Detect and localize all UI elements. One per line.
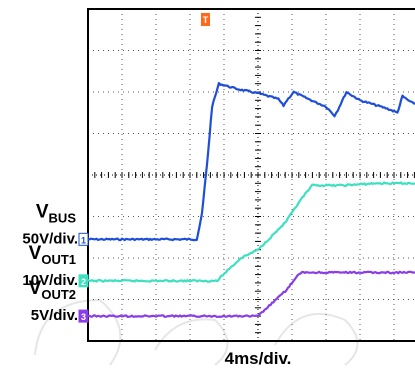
channel-scale-vout2: 5V/div. (31, 307, 78, 324)
trace-vbus (87, 81, 415, 242)
channel-name-vbus: VBUS (36, 201, 76, 225)
channel-label-vout1: VOUT1 10V/div. (22, 243, 78, 289)
trace-vout2 (87, 270, 415, 318)
plot-frame (87, 8, 415, 342)
traces-group (87, 81, 415, 318)
trigger-marker-label: T (203, 15, 209, 25)
channel-label-vout2: VOUT2 5V/div. (29, 278, 78, 324)
background-watermark (34, 298, 359, 366)
channel-name-vout2: VOUT2 (29, 278, 76, 302)
channel-name-vout1: VOUT1 (29, 243, 76, 267)
channel-marker-1: 1 (78, 232, 89, 246)
trace-vout1 (87, 181, 415, 283)
channel-scale-vbus: 50V/div. (22, 230, 78, 247)
timebase-group: 4ms/div. (225, 349, 292, 368)
channel-marker-3: 3 (78, 309, 89, 323)
channel-marker-label: 1 (81, 235, 86, 245)
channel-labels: VBUS 50V/div.VOUT1 10V/div.VOUT2 5V/div. (22, 201, 78, 324)
timebase-label: 4ms/div. (225, 349, 292, 368)
trigger-marker: T (201, 13, 210, 26)
channel-label-vbus: VBUS 50V/div. (22, 201, 78, 247)
channel-marker-label: 2 (81, 277, 86, 287)
channel-marker-label: 3 (81, 312, 86, 322)
channel-scale-vout1: 10V/div. (22, 272, 78, 289)
channel-markers: 1 2 3 (78, 232, 89, 323)
channel-marker-2: 2 (78, 274, 89, 288)
graticule (88, 9, 415, 341)
